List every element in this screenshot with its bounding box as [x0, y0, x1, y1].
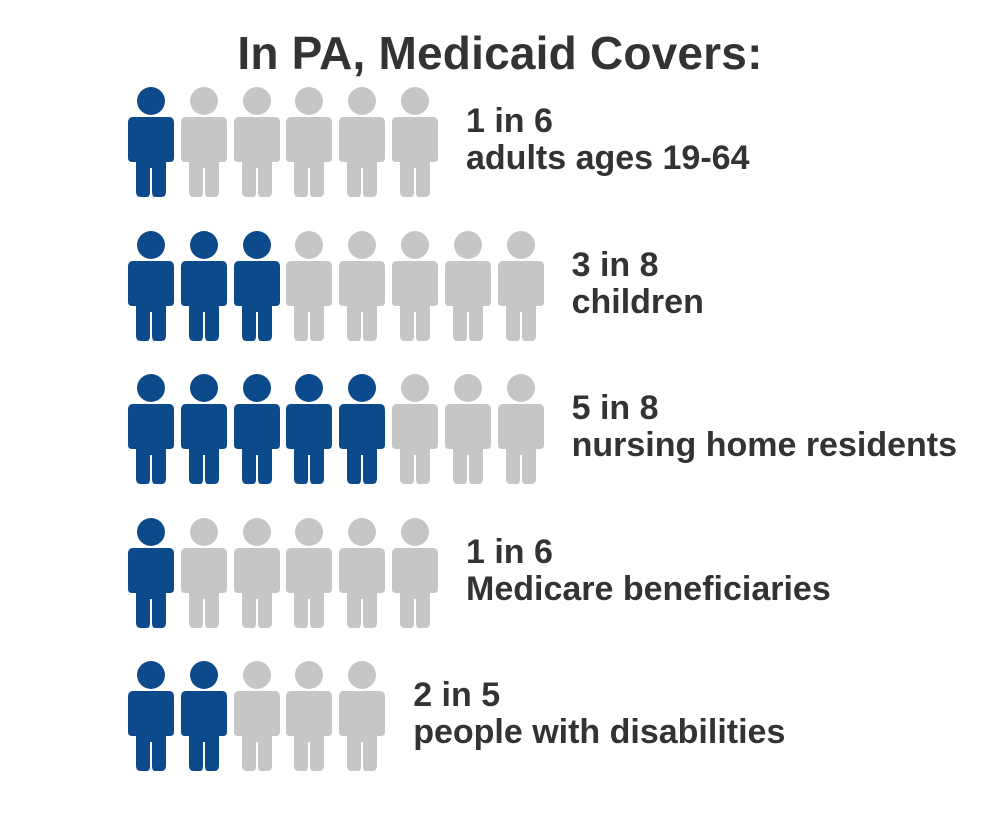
- person-icon-empty: [286, 86, 333, 198]
- person-icon-filled: [180, 660, 227, 772]
- person-icon-empty: [392, 230, 438, 342]
- ratio-label: 1 in 6: [466, 532, 553, 571]
- person-icon-group: [128, 660, 392, 772]
- person-icon-empty: [392, 517, 438, 629]
- row-label: 3 in 8 children: [571, 245, 704, 321]
- category-label: people with disabilities: [413, 713, 786, 751]
- person-icon-filled: [128, 230, 174, 342]
- person-icon-empty: [286, 517, 333, 629]
- category-label: Medicare beneficiaries: [466, 569, 831, 608]
- person-icon-group: [128, 373, 550, 485]
- ratio-label: 5 in 8: [571, 389, 659, 427]
- person-icon-filled: [233, 230, 280, 342]
- person-icon-empty: [339, 86, 386, 198]
- person-icon-filled: [128, 86, 174, 198]
- chart-title: In PA, Medicaid Covers:: [237, 27, 763, 79]
- person-icon-empty: [444, 373, 491, 485]
- person-icon-filled: [180, 373, 227, 485]
- person-icon-filled: [286, 373, 333, 485]
- person-icon-filled: [128, 660, 174, 772]
- person-icon-empty: [180, 86, 227, 198]
- person-icon-empty: [233, 517, 280, 629]
- ratio-label: 1 in 6: [466, 102, 553, 140]
- person-icon-filled: [128, 517, 174, 629]
- person-icon-empty: [392, 86, 438, 198]
- person-icon-empty: [497, 373, 544, 485]
- ratio-label: 3 in 8: [571, 245, 659, 284]
- person-icon-filled: [233, 373, 280, 485]
- category-label: nursing home residents: [571, 426, 957, 464]
- person-icon-empty: [339, 230, 386, 342]
- category-label: children: [571, 282, 704, 321]
- row-label: 2 in 5 people with disabilities: [413, 677, 785, 751]
- person-icon-empty: [392, 373, 438, 485]
- category-label: adults ages 19-64: [466, 139, 750, 177]
- row-label: 1 in 6 adults ages 19-64: [466, 103, 749, 177]
- person-icon-filled: [180, 230, 227, 342]
- person-icon-filled: [128, 373, 174, 485]
- person-icon-empty: [286, 230, 333, 342]
- ratio-label: 2 in 5: [413, 676, 501, 714]
- person-icon-empty: [444, 230, 491, 342]
- person-icon-empty: [286, 660, 333, 772]
- row-label: 5 in 8 nursing home residents: [572, 390, 957, 464]
- row-label: 1 in 6 Medicare beneficiaries: [466, 532, 831, 608]
- person-icon-group: [128, 517, 445, 629]
- person-icon-empty: [339, 660, 386, 772]
- person-icon-empty: [233, 86, 280, 198]
- person-icon-filled: [339, 373, 386, 485]
- person-icon-empty: [233, 660, 280, 772]
- person-icon-empty: [180, 517, 227, 629]
- person-icon-empty: [339, 517, 386, 629]
- person-icon-group: [128, 230, 550, 342]
- person-icon-empty: [497, 230, 544, 342]
- person-icon-group: [128, 86, 445, 198]
